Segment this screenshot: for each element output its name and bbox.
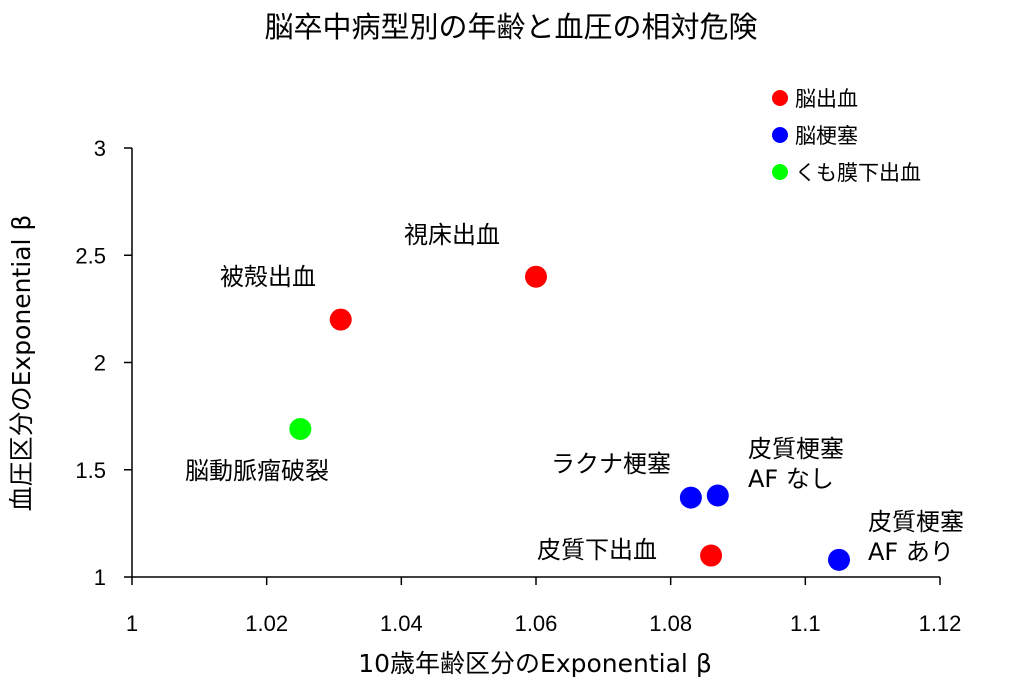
legend-marker [772, 164, 788, 180]
y-tick-label: 1 [94, 565, 106, 590]
x-tick-label: 1 [126, 611, 138, 636]
annotation-thalamus: 視床出血 [404, 221, 500, 249]
y-tick-label: 3 [94, 136, 106, 161]
y-tick-label: 2 [94, 351, 106, 376]
x-tick-label: 1.04 [380, 611, 423, 636]
data-point [679, 486, 702, 509]
x-tick-label: 1.08 [649, 611, 692, 636]
legend-label: 脳出血 [795, 87, 858, 111]
y-axis-label: 血圧区分のExponential β [7, 215, 36, 512]
data-points [289, 265, 850, 571]
x-axis-label: 10歳年齢区分のExponential β [358, 649, 712, 678]
data-point [525, 265, 547, 288]
annotation-cortical-no-af-line1: 皮質梗塞 [748, 435, 844, 463]
x-tick-label: 1.12 [919, 611, 962, 636]
x-tick-label: 1.06 [515, 611, 558, 636]
legend-label: くも膜下出血 [795, 161, 921, 185]
y-tick-label: 1.5 [75, 458, 106, 483]
data-point [828, 548, 850, 571]
chart-title: 脳卒中病型別の年齢と血圧の相対危険 [264, 10, 757, 44]
annotation-aneurysm: 脳動脈瘤破裂 [185, 457, 329, 485]
annotation-lacunar: ラクナ梗塞 [551, 450, 671, 478]
annotation-subcortical: 皮質下出血 [537, 536, 657, 564]
annotation-cortical-no-af-line2: AF なし [748, 465, 834, 493]
axes [124, 147, 941, 585]
data-point [329, 308, 352, 331]
annotation-cortical-af-line2: AF あり [868, 538, 954, 566]
annotation-cortical-af-line1: 皮質梗塞 [868, 508, 964, 536]
legend-marker [772, 90, 788, 106]
x-tick-label: 1.02 [245, 611, 288, 636]
point-annotations: 被殻出血 視床出血 皮質下出血 脳動脈瘤破裂 ラクナ梗塞 皮質梗塞 AF なし … [185, 221, 964, 566]
legend-label: 脳梗塞 [795, 124, 858, 148]
data-point [706, 484, 729, 507]
data-point [700, 544, 723, 567]
tick-labels: 1 1.02 1.04 1.06 1.08 1.1 1.12 1 1.5 2 2.5 3 [75, 136, 961, 636]
x-tick-label: 1.1 [790, 611, 821, 636]
legend-marker [772, 127, 788, 143]
annotation-putamen: 被殻出血 [220, 263, 316, 291]
y-tick-label: 2.5 [75, 243, 106, 268]
data-point [289, 417, 312, 440]
